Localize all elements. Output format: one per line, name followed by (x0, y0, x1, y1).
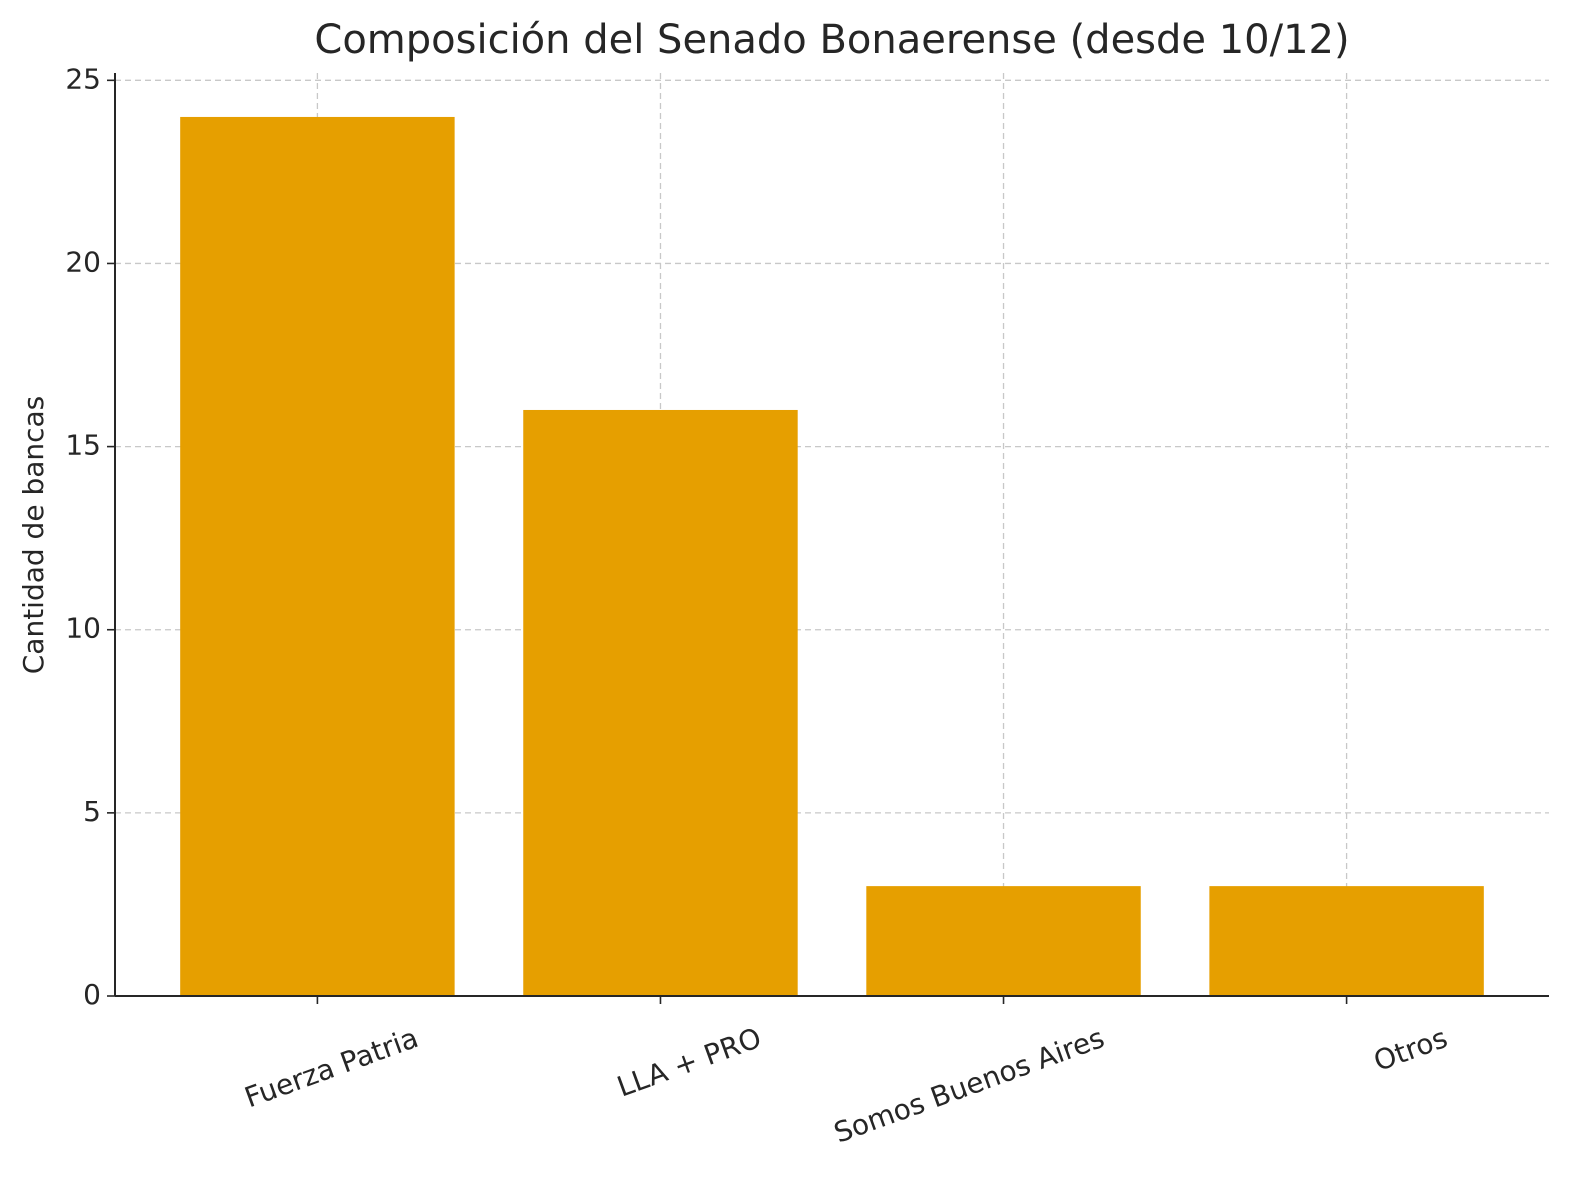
y-axis-label: Cantidad de bancas (17, 396, 50, 675)
x-tick-label: LLA + PRO (613, 1021, 766, 1104)
y-tick-label: 10 (65, 612, 101, 645)
x-tick-label: Otros (1369, 1021, 1451, 1078)
y-tick-label: 20 (65, 245, 101, 278)
chart-title: Composición del Senado Bonaerense (desde… (314, 17, 1349, 63)
bars (180, 116, 1484, 996)
x-tick-label: Fuerza Patria (240, 1021, 422, 1114)
bar (523, 409, 798, 996)
x-tick-label: Somos Buenos Aires (830, 1021, 1109, 1149)
bar (180, 116, 455, 996)
y-tick-label: 0 (83, 978, 101, 1011)
bar (1209, 886, 1484, 996)
y-tick-label: 15 (65, 429, 101, 462)
y-tick-label: 25 (65, 62, 101, 95)
bar (866, 886, 1141, 996)
y-tick-label: 5 (83, 795, 101, 828)
